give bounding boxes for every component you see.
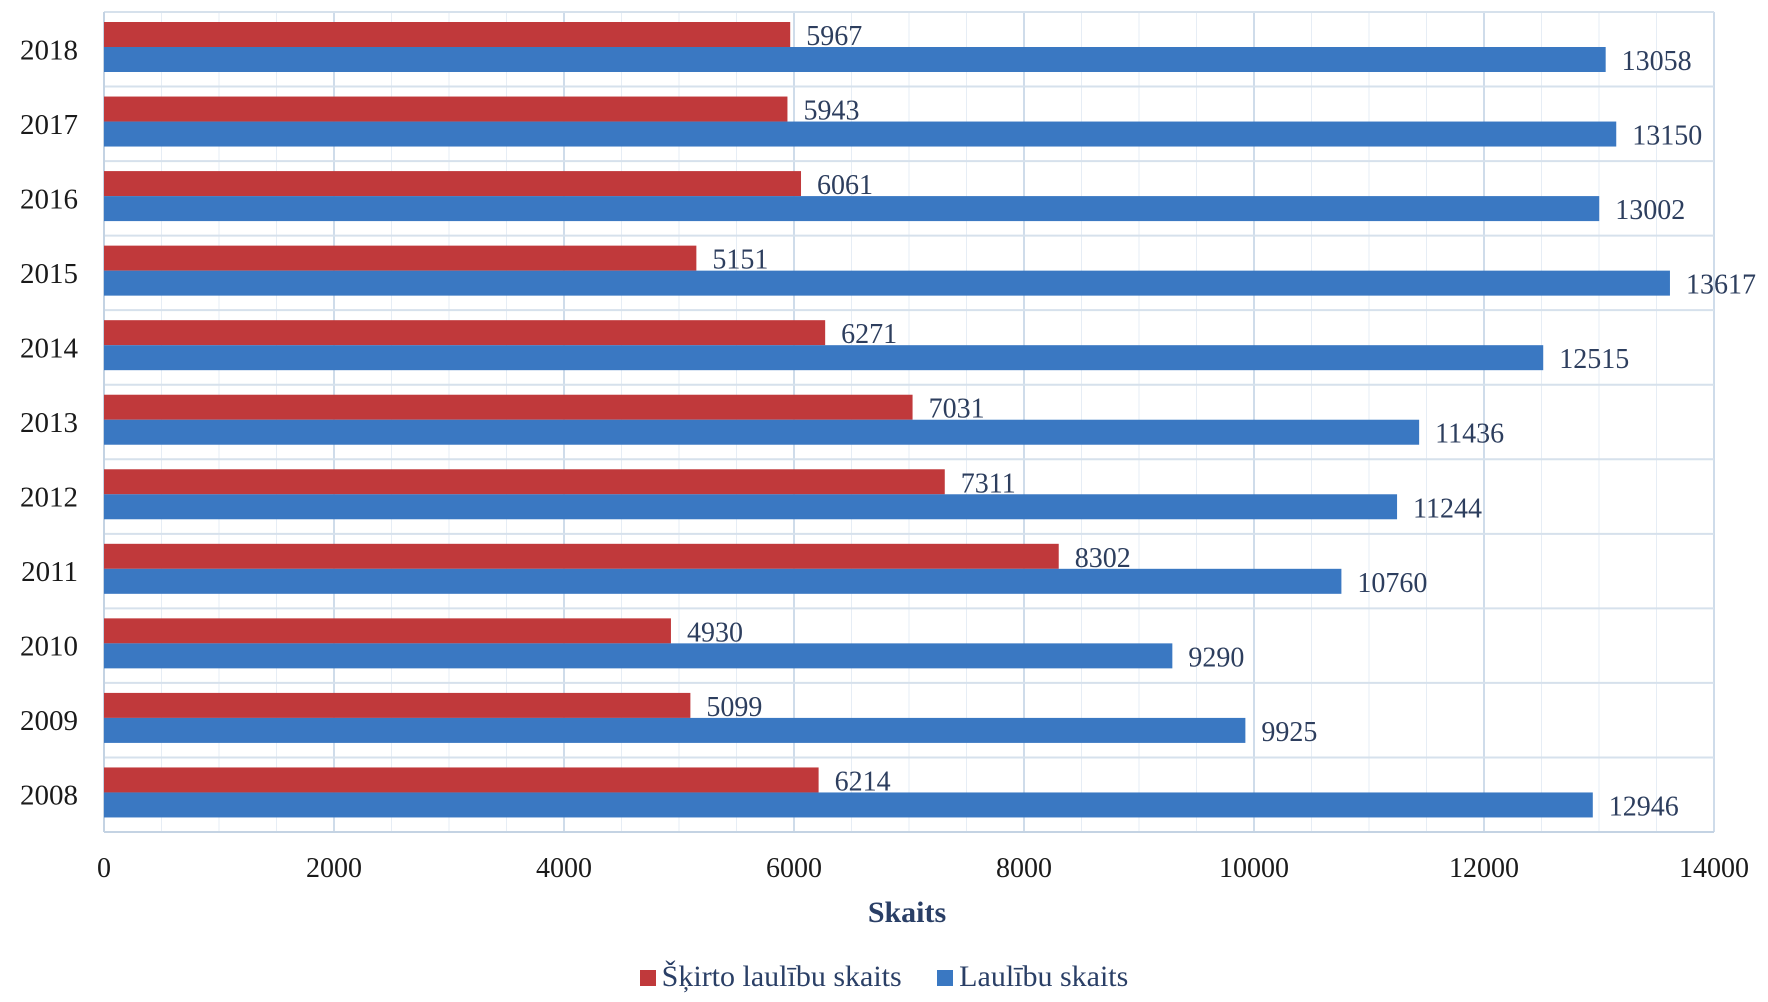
x-axis-title: Skaits bbox=[868, 896, 946, 929]
bar-divorces bbox=[104, 543, 1059, 569]
data-label-marriages: 13617 bbox=[1686, 270, 1756, 301]
bars bbox=[104, 22, 1670, 818]
data-label-marriages: 10760 bbox=[1357, 568, 1427, 599]
legend-item-divorces: Šķirto laulību skaits bbox=[639, 960, 902, 994]
bar-divorces bbox=[104, 469, 945, 495]
bar-marriages bbox=[104, 494, 1398, 520]
data-label-marriages: 9290 bbox=[1188, 642, 1244, 673]
legend-label-marriages: Laulību skaits bbox=[959, 960, 1129, 993]
bar-divorces bbox=[104, 22, 791, 47]
category-label: 2013 bbox=[20, 407, 78, 439]
x-tick-label: 6000 bbox=[766, 853, 822, 884]
data-label-marriages: 13150 bbox=[1632, 121, 1702, 152]
bar-divorces bbox=[104, 394, 913, 420]
data-label-divorces: 8302 bbox=[1075, 543, 1131, 574]
bar-marriages bbox=[104, 792, 1593, 818]
bar-divorces bbox=[104, 767, 819, 793]
bar-marriages bbox=[104, 121, 1617, 147]
data-label-marriages: 9925 bbox=[1261, 717, 1317, 748]
x-tick-label: 2000 bbox=[306, 853, 362, 884]
data-label-divorces: 7311 bbox=[961, 468, 1016, 499]
category-label: 2010 bbox=[20, 631, 78, 663]
legend-swatch-divorces bbox=[639, 970, 656, 986]
bar-marriages bbox=[104, 717, 1246, 743]
data-label-divorces: 4930 bbox=[687, 617, 743, 648]
data-labels: 5967 13058 5943 13150 6061 13002 5151 13617 6271… bbox=[687, 21, 1756, 822]
bar-divorces bbox=[104, 692, 691, 718]
bar-divorces bbox=[104, 96, 788, 122]
x-tick-labels: 0 2000 4000 6000 8000 10000 12000 14000 bbox=[97, 853, 1749, 884]
category-label: 2016 bbox=[20, 183, 78, 215]
category-label: 2015 bbox=[20, 258, 78, 290]
bar-marriages bbox=[104, 419, 1420, 445]
category-label: 2018 bbox=[20, 34, 78, 66]
bar-marriages bbox=[104, 568, 1342, 594]
bar-divorces bbox=[104, 171, 802, 197]
bar-marriages bbox=[104, 47, 1606, 72]
bar-divorces bbox=[104, 320, 826, 346]
bar-marriages bbox=[104, 196, 1600, 222]
data-label-divorces: 5151 bbox=[712, 245, 768, 276]
category-label: 2012 bbox=[20, 482, 78, 514]
bar-divorces bbox=[104, 245, 697, 271]
legend-item-marriages: Laulību skaits bbox=[937, 960, 1128, 994]
data-label-divorces: 5099 bbox=[706, 692, 762, 723]
bar-marriages bbox=[104, 270, 1670, 296]
x-tick-label: 0 bbox=[97, 853, 111, 884]
category-label: 2011 bbox=[21, 556, 78, 588]
data-label-marriages: 11244 bbox=[1413, 493, 1482, 524]
x-tick-label: 8000 bbox=[996, 853, 1052, 884]
data-label-divorces: 5943 bbox=[803, 96, 859, 127]
legend-label-divorces: Šķirto laulību skaits bbox=[661, 960, 902, 993]
data-label-divorces: 6214 bbox=[835, 766, 891, 797]
bar-marriages bbox=[104, 643, 1173, 669]
legend-swatch-marriages bbox=[937, 970, 954, 986]
data-label-marriages: 13002 bbox=[1615, 195, 1685, 226]
x-tick-label: 10000 bbox=[1219, 853, 1289, 884]
data-label-divorces: 6271 bbox=[841, 319, 897, 350]
category-label: 2014 bbox=[20, 332, 79, 364]
bar-divorces bbox=[104, 618, 671, 644]
category-labels: 2018 2017 2016 2015 2014 2013 2012 2011 2010 2009… bbox=[20, 34, 79, 811]
category-label: 2008 bbox=[20, 780, 78, 812]
data-label-marriages: 12946 bbox=[1609, 791, 1679, 822]
category-label: 2017 bbox=[20, 109, 78, 141]
x-tick-label: 4000 bbox=[536, 853, 592, 884]
data-label-marriages: 11436 bbox=[1435, 419, 1504, 450]
x-tick-label: 12000 bbox=[1449, 853, 1519, 884]
data-label-marriages: 12515 bbox=[1559, 344, 1629, 375]
data-label-divorces: 5967 bbox=[806, 21, 862, 52]
legend: Šķirto laulību skaits Laulību skaits bbox=[0, 960, 1768, 994]
data-label-divorces: 6061 bbox=[817, 170, 873, 201]
data-label-divorces: 7031 bbox=[929, 394, 985, 425]
data-label-marriages: 13058 bbox=[1622, 46, 1692, 77]
x-tick-label: 14000 bbox=[1679, 853, 1749, 884]
bar-marriages bbox=[104, 345, 1544, 371]
category-label: 2009 bbox=[20, 705, 78, 737]
